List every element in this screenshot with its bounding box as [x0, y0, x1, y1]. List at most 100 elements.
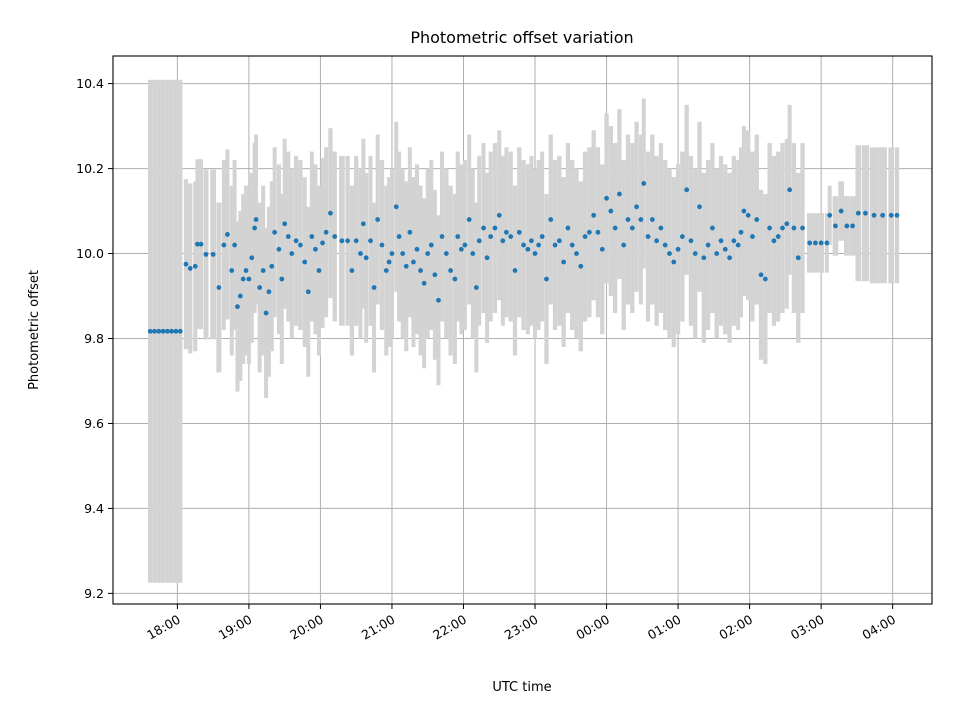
data-point — [407, 229, 413, 235]
data-point — [771, 238, 777, 244]
data-point — [735, 242, 741, 248]
data-point — [544, 276, 549, 282]
data-point — [360, 221, 366, 227]
data-point — [320, 240, 325, 246]
data-point — [679, 234, 685, 239]
data-point — [476, 238, 482, 244]
data-point — [466, 217, 472, 222]
data-point — [473, 285, 479, 290]
data-point — [612, 225, 618, 231]
data-point — [833, 223, 838, 229]
data-point — [349, 268, 355, 273]
x-tick-label: 00:00 — [573, 612, 612, 643]
data-point — [754, 217, 760, 222]
x-tick-label: 22:00 — [430, 612, 469, 643]
data-point — [604, 195, 609, 201]
data-point — [232, 242, 237, 248]
data-point — [824, 240, 830, 246]
data-point — [323, 229, 329, 235]
x-tick-label: 01:00 — [645, 612, 684, 643]
data-point — [403, 263, 409, 269]
data-point — [894, 212, 900, 218]
data-point — [641, 181, 647, 186]
data-point — [368, 238, 373, 244]
data-point — [383, 268, 389, 273]
data-point — [692, 251, 698, 256]
y-tick-label: 9.6 — [84, 416, 104, 431]
data-point — [722, 246, 728, 252]
data-point — [246, 276, 252, 282]
data-point — [160, 328, 166, 334]
data-point — [671, 259, 677, 265]
data-point — [183, 261, 189, 267]
x-tick-label: 04:00 — [859, 612, 898, 643]
data-point — [758, 272, 764, 278]
data-point — [586, 229, 592, 235]
data-point — [701, 255, 707, 261]
chart-title: Photometric offset variation — [410, 28, 633, 47]
data-point — [285, 234, 291, 239]
data-point — [718, 238, 724, 244]
data-point — [147, 328, 153, 334]
data-point — [504, 229, 509, 235]
data-point — [428, 242, 434, 248]
data-point — [328, 210, 333, 216]
data-point — [863, 210, 868, 216]
y-tick-label: 10.2 — [76, 161, 104, 176]
data-point — [591, 212, 597, 218]
data-point — [488, 234, 494, 239]
errorbar-layer — [148, 79, 900, 583]
data-point — [452, 276, 458, 282]
data-point — [617, 191, 622, 197]
data-point — [838, 208, 844, 214]
data-point — [177, 328, 183, 334]
x-tick-label: 21:00 — [359, 612, 398, 643]
data-point — [649, 217, 655, 222]
data-point — [282, 221, 288, 227]
data-point — [667, 251, 672, 256]
data-point — [807, 240, 813, 246]
data-point — [386, 259, 392, 265]
data-point — [243, 268, 249, 273]
data-point — [187, 266, 193, 271]
data-point — [302, 259, 308, 265]
data-point — [645, 234, 651, 239]
data-point — [762, 276, 768, 282]
data-point — [421, 280, 427, 286]
data-point — [496, 212, 502, 218]
data-point — [379, 242, 385, 248]
data-point — [332, 234, 338, 239]
data-point — [880, 212, 886, 218]
data-point — [229, 268, 235, 273]
data-point — [638, 217, 644, 222]
y-tick-label: 9.2 — [84, 586, 104, 601]
y-tick-label: 10.4 — [76, 76, 104, 91]
data-point — [688, 238, 694, 244]
data-point — [253, 217, 259, 222]
data-point — [621, 242, 627, 248]
data-point — [257, 285, 263, 290]
data-point — [458, 246, 464, 252]
data-point — [156, 328, 162, 334]
data-point — [260, 268, 266, 273]
data-point — [795, 255, 801, 261]
x-tick-label: 02:00 — [716, 612, 755, 643]
data-point — [269, 263, 275, 269]
data-point — [371, 285, 377, 290]
data-point — [455, 234, 461, 239]
data-point — [705, 242, 711, 248]
data-point — [658, 225, 664, 231]
data-point — [221, 242, 227, 248]
data-point — [727, 255, 732, 261]
data-point — [556, 238, 562, 244]
data-point — [411, 259, 416, 265]
data-point — [565, 225, 571, 231]
data-point — [818, 240, 824, 246]
data-point — [263, 310, 269, 316]
data-point — [203, 251, 209, 257]
data-point — [548, 217, 554, 222]
data-point — [787, 187, 793, 193]
data-point — [791, 225, 797, 231]
data-point — [316, 268, 322, 273]
